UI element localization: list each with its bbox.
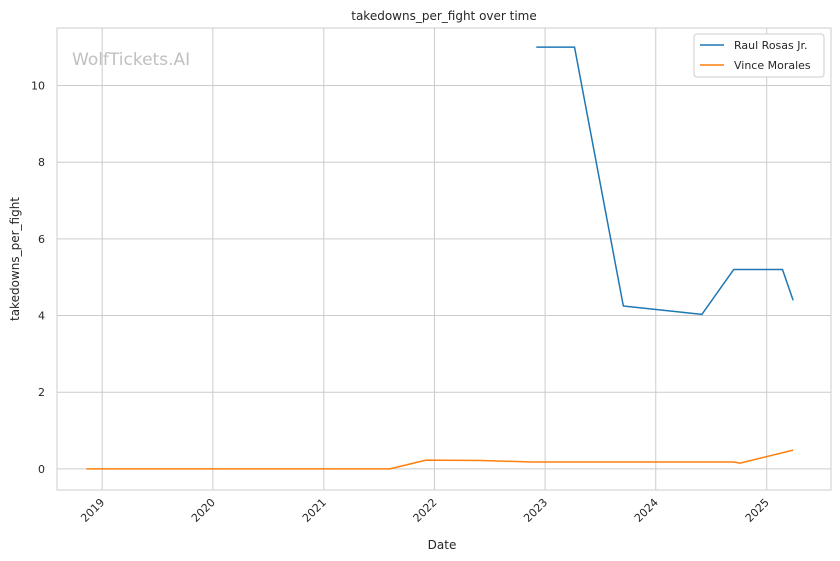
series-line-raul-rosas-jr: [536, 46, 794, 316]
plot-frame: [56, 27, 832, 491]
legend-box: [693, 33, 825, 78]
series-line-vince-morales: [86, 449, 794, 470]
y-tick-label: 0: [38, 463, 45, 476]
y-tick-label: 6: [38, 233, 45, 246]
y-tick-label: 4: [38, 310, 45, 323]
x-axis-label: Date: [428, 538, 457, 552]
series-layer: [86, 46, 794, 470]
legend-label-raul-rosas-jr: Raul Rosas Jr.: [734, 39, 808, 52]
y-axis-label: takedowns_per_fight: [8, 197, 22, 321]
legend: Raul Rosas Jr. Vince Morales: [693, 33, 825, 78]
y-tick-label: 2: [38, 386, 45, 399]
y-tick-label: 10: [31, 80, 45, 93]
y-tick-label: 8: [38, 156, 45, 169]
y-axis: 0 2 4 6 8 10: [31, 80, 45, 476]
chart-title: takedowns_per_fight over time: [351, 9, 537, 23]
grid: [57, 28, 831, 490]
legend-label-vince-morales: Vince Morales: [734, 59, 811, 72]
watermark: WolfTickets.AI: [72, 50, 190, 70]
